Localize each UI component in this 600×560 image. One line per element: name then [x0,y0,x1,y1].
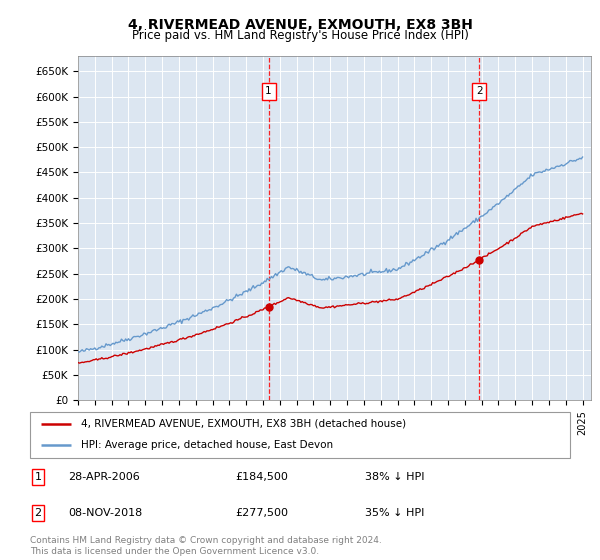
Text: 1: 1 [35,472,41,482]
Text: 4, RIVERMEAD AVENUE, EXMOUTH, EX8 3BH: 4, RIVERMEAD AVENUE, EXMOUTH, EX8 3BH [128,18,472,32]
Text: 1: 1 [265,86,272,96]
Text: 35% ↓ HPI: 35% ↓ HPI [365,508,424,518]
Text: 2: 2 [476,86,482,96]
Text: Contains HM Land Registry data © Crown copyright and database right 2024.
This d: Contains HM Land Registry data © Crown c… [30,536,382,556]
Text: £184,500: £184,500 [235,472,288,482]
Text: 28-APR-2006: 28-APR-2006 [68,472,140,482]
Text: 2: 2 [35,508,41,518]
FancyBboxPatch shape [30,412,570,458]
Text: HPI: Average price, detached house, East Devon: HPI: Average price, detached house, East… [82,440,334,450]
Text: 38% ↓ HPI: 38% ↓ HPI [365,472,424,482]
Text: Price paid vs. HM Land Registry's House Price Index (HPI): Price paid vs. HM Land Registry's House … [131,29,469,42]
Text: £277,500: £277,500 [235,508,288,518]
Text: 4, RIVERMEAD AVENUE, EXMOUTH, EX8 3BH (detached house): 4, RIVERMEAD AVENUE, EXMOUTH, EX8 3BH (d… [82,419,406,429]
Text: 08-NOV-2018: 08-NOV-2018 [68,508,142,518]
